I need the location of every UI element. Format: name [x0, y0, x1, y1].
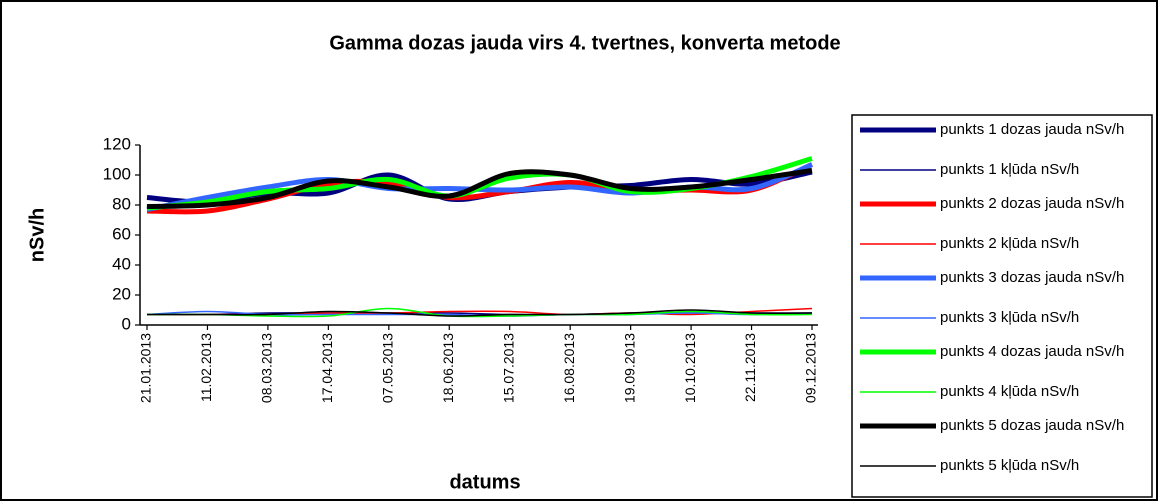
x-tick-label: 19.09.2013: [621, 333, 637, 403]
x-tick-label: 11.02.2013: [198, 333, 214, 402]
legend-label: punkts 5 dozas jauda nSv/h: [940, 417, 1125, 434]
legend-label: punkts 1 dozas jauda nSv/h: [940, 121, 1125, 138]
y-tick-label: 80: [112, 194, 131, 213]
x-tick-label: 17.04.2013: [319, 333, 335, 403]
legend-box: [851, 114, 1153, 498]
legend-label: punkts 2 kļūda nSv/h: [940, 235, 1080, 252]
chart-title: Gamma dozas jauda virs 4. tvertnes, konv…: [329, 32, 840, 54]
y-axis-label: nSv/h: [26, 208, 48, 262]
series-line: [146, 168, 813, 209]
y-tick-label: 0: [122, 314, 131, 333]
x-tick-label: 15.07.2013: [500, 333, 516, 403]
legend-label: punkts 2 dozas jauda nSv/h: [940, 195, 1125, 212]
x-axis-label: datums: [449, 471, 520, 493]
x-tick-label: 18.06.2013: [440, 333, 456, 403]
y-tick-label: 100: [103, 164, 131, 183]
y-tick-label: 60: [112, 224, 131, 243]
legend-label: punkts 5 kļūda nSv/h: [940, 457, 1080, 474]
legend-label: punkts 3 dozas jauda nSv/h: [940, 269, 1125, 286]
x-tick-label: 07.05.2013: [380, 333, 396, 403]
x-tick-label: 16.08.2013: [561, 333, 577, 403]
x-tick-label: 21.01.2013: [138, 333, 154, 403]
y-tick-label: 40: [112, 254, 131, 273]
series-line: [146, 307, 813, 318]
y-tick-label: 20: [112, 284, 131, 303]
x-tick-label: 08.03.2013: [259, 333, 275, 403]
x-tick-label: 09.12.2013: [803, 333, 819, 403]
legend-label: punkts 4 kļūda nSv/h: [940, 383, 1080, 400]
legend-label: punkts 1 kļūda nSv/h: [940, 161, 1080, 178]
series-line: [147, 309, 813, 317]
x-tick-label: 10.10.2013: [682, 333, 698, 403]
y-tick-label: 120: [103, 134, 131, 153]
legend-label: punkts 4 dozas jauda nSv/h: [940, 343, 1125, 360]
legend-label: punkts 3 kļūda nSv/h: [940, 309, 1080, 326]
x-tick-label: 22.11.2013: [742, 333, 758, 402]
